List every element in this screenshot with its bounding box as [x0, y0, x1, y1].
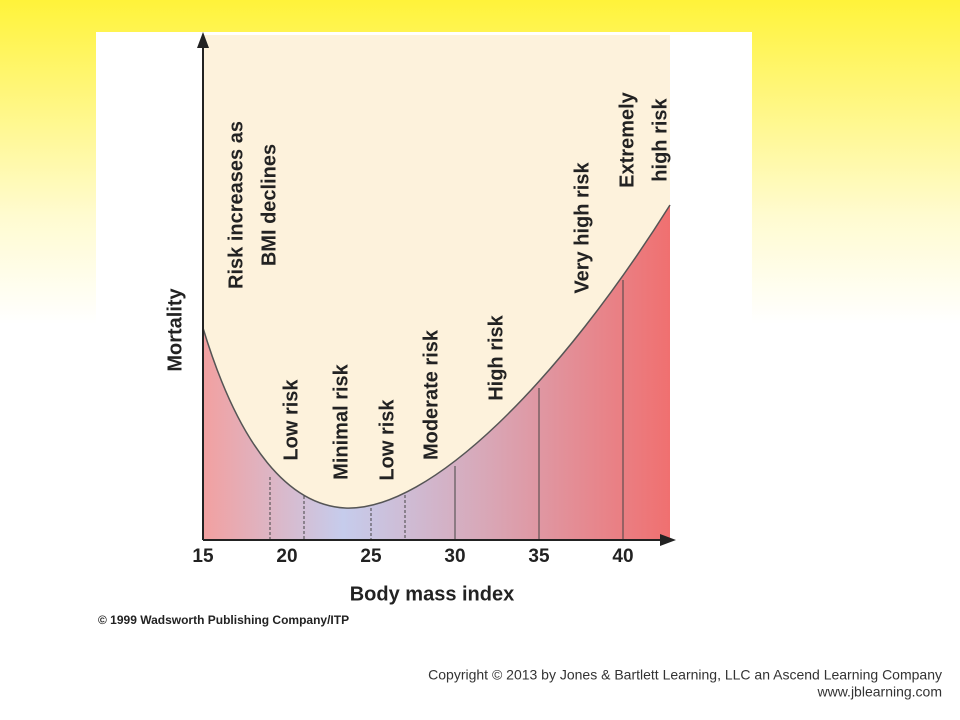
x-tick-label: 35 — [528, 546, 550, 567]
url: www.jblearning.com — [817, 684, 943, 700]
x-arrow — [660, 534, 676, 546]
figure: Mortality Body mass index © 1999 Wadswor… — [98, 32, 676, 627]
x-tick-label: 25 — [360, 546, 382, 567]
zone-label: Extremely — [616, 91, 638, 187]
y-axis-label: Mortality — [164, 287, 186, 371]
zone-label: high risk — [649, 97, 671, 181]
x-tick-label: 40 — [612, 546, 633, 567]
zone-label: High risk — [485, 314, 507, 400]
zone-dividers — [269, 280, 624, 540]
zone-label: Minimal risk — [330, 363, 352, 479]
risk-area — [203, 205, 670, 540]
x-tick-label: 20 — [276, 546, 297, 567]
zone-label: Very high risk — [571, 162, 593, 294]
zone-label: Low risk — [376, 399, 398, 481]
x-tick-label: 15 — [192, 546, 214, 567]
zone-label: Moderate risk — [420, 329, 442, 460]
zone-label: Risk increases as — [225, 121, 247, 289]
x-axis-label: Body mass index — [350, 583, 515, 605]
zone-label: BMI declines — [258, 144, 280, 266]
y-arrow — [197, 32, 209, 48]
credit: © 1999 Wadsworth Publishing Company/ITP — [98, 613, 349, 627]
x-tick-label: 30 — [444, 546, 465, 567]
zone-label: Low risk — [280, 379, 302, 461]
mortality-curve — [202, 204, 671, 509]
copyright: Copyright © 2013 by Jones & Bartlett Lea… — [428, 667, 942, 683]
